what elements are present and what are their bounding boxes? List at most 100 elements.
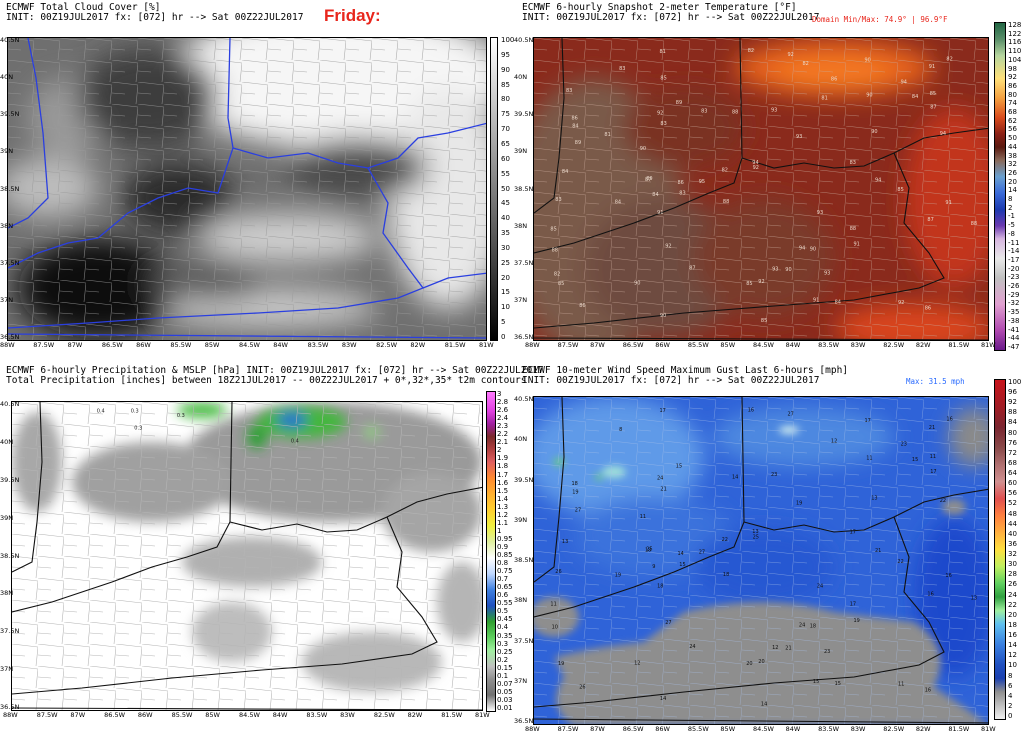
station-value: 21 [929, 425, 935, 431]
friday-label: Friday: [324, 6, 381, 25]
station-value: 86 [678, 180, 684, 186]
longitude-label: 81W [981, 341, 996, 349]
station-value: 20 [758, 659, 764, 665]
station-value: 83 [566, 88, 572, 94]
colorbar-tick-label: 75 [501, 110, 510, 119]
colorbar-tick-label: 86 [1008, 81, 1017, 90]
station-value: 26 [579, 685, 585, 691]
colorbar-tick-label: 64 [1008, 469, 1017, 478]
cloud-init: INIT: 00Z19JUL2017 fx: [072] hr --> Sat … [6, 12, 304, 23]
precipitation-map: 0.4 0.4 0.3 0.3 0.3 [11, 401, 483, 711]
longitude-label: 87W [67, 341, 83, 349]
station-value: 90 [785, 267, 791, 273]
longitude-label: 88W [0, 341, 15, 349]
longitude-label: 86W [655, 725, 670, 733]
station-value: 82 [722, 167, 728, 173]
colorbar-tick-label: 0.85 [497, 551, 513, 560]
longitude-label: 85.5W [170, 341, 192, 349]
colorbar-tick-label: 122 [1008, 29, 1022, 38]
longitude-label: 81W [479, 341, 494, 349]
colorbar-tick-label: 60 [501, 154, 510, 163]
colorbar-tick-label: 0 [1008, 712, 1013, 720]
colorbar-tick-label: 95 [501, 50, 510, 59]
station-value: 18 [657, 583, 663, 589]
station-value: 84 [652, 192, 658, 198]
colorbar-tick-label: 0 [501, 333, 506, 341]
colorbar-tick-label: 52 [1008, 499, 1017, 508]
station-value: 19 [796, 501, 802, 507]
gust-max-note: Max: 31.5 mph [906, 377, 965, 386]
latitude-label: 37N [0, 295, 14, 304]
station-value: 19 [572, 490, 578, 496]
station-value: 16 [945, 573, 951, 579]
station-value: 18 [723, 572, 729, 578]
temp-title: ECMWF 6-hourly Snapshot 2-meter Temperat… [522, 2, 797, 13]
longitude-label: 86W [136, 341, 151, 349]
station-value: 16 [748, 407, 754, 413]
colorbar-tick-label: 32 [1008, 160, 1017, 169]
colorbar-tick-label: 22 [1008, 600, 1017, 609]
colorbar-tick-label: 0.03 [497, 695, 513, 704]
longitude-label: 83W [850, 341, 866, 349]
colorbar-tick-label: 0.55 [497, 599, 513, 608]
colorbar-tick-label: -26 [1008, 282, 1020, 291]
station-value: 94 [752, 160, 758, 166]
colorbar-tick-label: 2.1 [497, 438, 509, 447]
wind-gust-map: 27 25 23 24 27 24 20 21 19 18 18 25 27 24 23 23 21 22 19 18… [533, 396, 989, 725]
colorbar-tick-label: 0.75 [497, 567, 513, 576]
longitude-label: 84W [272, 711, 288, 719]
colorbar-tick-label: 1.9 [497, 454, 509, 463]
station-value: 87 [927, 217, 933, 223]
colorbar-tick-label: 0.6 [497, 591, 509, 600]
station-value: 17 [850, 529, 856, 535]
station-value: 21 [660, 487, 666, 493]
colorbar-tick-label: 55 [501, 169, 510, 178]
colorbar-tick-label: 15 [501, 288, 510, 297]
latitude-label: 40.5N [514, 395, 534, 403]
longitude-label: 84.5W [239, 711, 260, 719]
colorbar-tick-label: 10 [501, 303, 510, 312]
colorbar-tick-label: -47 [1008, 343, 1020, 351]
station-value: 87 [930, 104, 936, 110]
colorbar-tick-label: 56 [1008, 125, 1017, 134]
station-value: 13 [871, 496, 877, 502]
colorbar-tick-label: 1.8 [497, 462, 509, 471]
station-value: 17 [850, 601, 856, 607]
latitude-label: 38.5N [0, 184, 20, 193]
colorbar-tick-label: -23 [1008, 273, 1020, 282]
colorbar-tick-label: 0.65 [497, 583, 513, 592]
colorbar-tick-label: 56 [1008, 489, 1017, 498]
station-value: 13 [752, 529, 758, 535]
station-value: 90 [871, 129, 877, 135]
station-value: 13 [562, 539, 568, 545]
colorbar-tick-label: 68 [1008, 108, 1017, 117]
colorbar-tick-label: 4 [1008, 691, 1013, 700]
colorbar-tick-label: -38 [1008, 316, 1020, 325]
latitude-label: 40N [0, 437, 14, 446]
station-value: 90 [634, 281, 640, 287]
gust-title: ECMWF 10-meter Wind Speed Maximum Gust L… [522, 365, 849, 376]
precip-subtitle: Total Precipitation [inches] between 18Z… [6, 375, 527, 386]
station-value: 24 [689, 644, 695, 650]
station-value: 83 [679, 190, 685, 196]
colorbar-tick-label: 0.3 [497, 639, 509, 648]
longitude-label: 86.5W [622, 341, 644, 349]
longitude-label: 83W [341, 341, 357, 349]
colorbar-tick-label: 50 [1008, 134, 1017, 143]
station-value: 12 [831, 439, 837, 445]
colorbar-tick-label: -14 [1008, 247, 1020, 256]
station-value: 22 [722, 537, 728, 543]
colorbar-tick-label: 20 [1008, 610, 1017, 619]
colorbar-tick-label: 92 [1008, 73, 1017, 82]
longitude-label: 84W [273, 341, 288, 349]
station-value: 19 [558, 661, 564, 667]
colorbar-tick-label: 6 [1008, 681, 1013, 690]
station-value: 27 [665, 620, 671, 626]
station-value: 23 [901, 442, 907, 448]
colorbar-tick-label: 98 [1008, 64, 1017, 73]
station-value: 86 [925, 305, 931, 311]
cloud-title: ECMWF Total Cloud Cover [%] [6, 2, 161, 13]
colorbar-tick-label: 20 [1008, 177, 1017, 186]
station-value: 84 [912, 94, 918, 100]
colorbar-tick-label: 3 [497, 390, 502, 398]
